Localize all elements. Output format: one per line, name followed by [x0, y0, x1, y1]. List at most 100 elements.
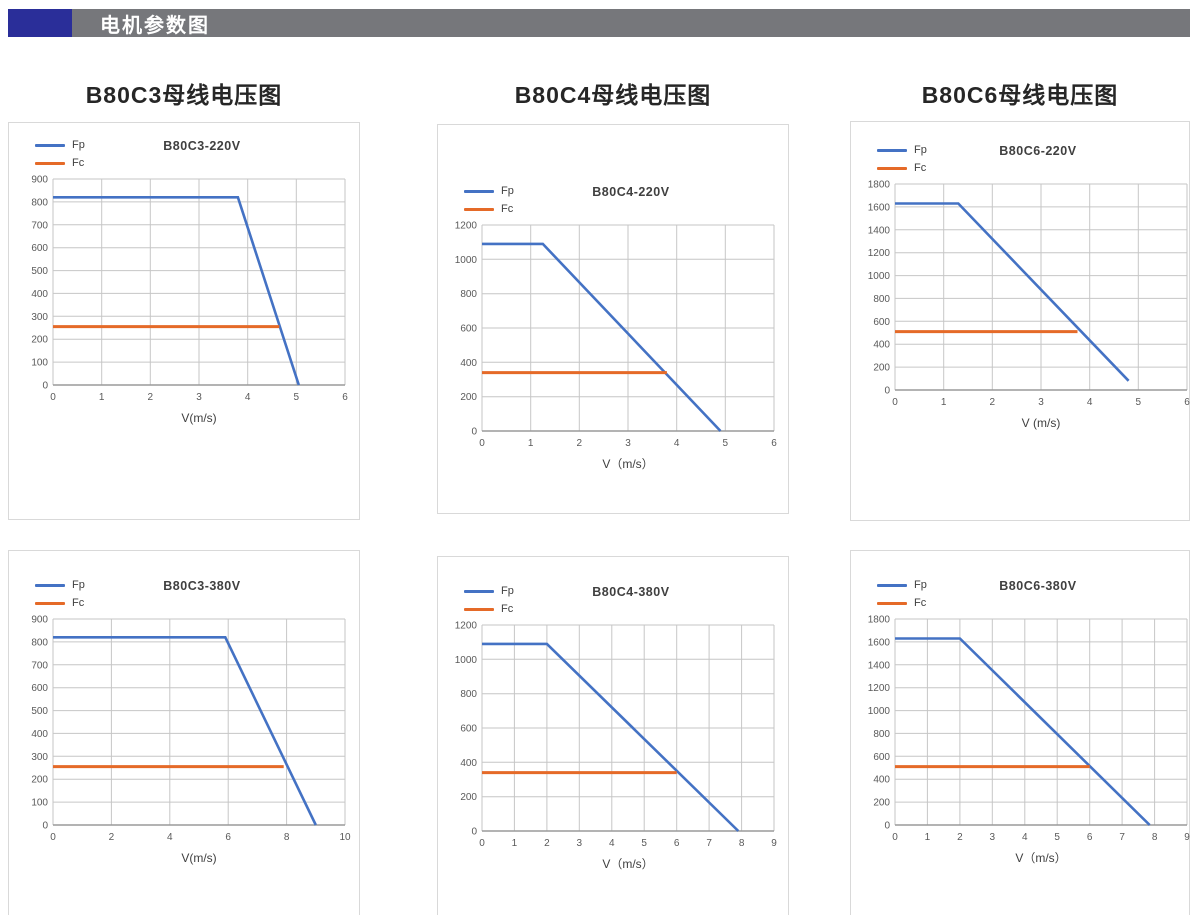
- svg-text:2: 2: [109, 832, 115, 843]
- svg-text:0: 0: [471, 827, 477, 838]
- column-title-b80c4: B80C4母线电压图: [514, 82, 712, 108]
- svg-text:400: 400: [31, 289, 48, 300]
- fc-line-swatch: [464, 207, 494, 211]
- fc-line-swatch: [35, 601, 65, 605]
- svg-text:600: 600: [873, 752, 890, 763]
- svg-text:100: 100: [31, 358, 48, 369]
- plot-area: 0 200 400 600 800 1000 1200 0 1 2 3 4 5 6 V（m/s）: [446, 219, 782, 482]
- legend-item-fc: Fc: [464, 203, 514, 215]
- chart-panel-b80c6-220v: Fp Fc B80C6-220V 0 200 400 600 800 1000 1200 14…: [850, 121, 1190, 521]
- legend-label-fp: Fp: [914, 579, 927, 591]
- section-header-bar: 电机参数图: [72, 9, 1190, 37]
- legend-item-fp: Fp: [35, 579, 85, 591]
- svg-text:2: 2: [577, 438, 583, 449]
- fp-line-swatch: [464, 589, 494, 593]
- svg-text:400: 400: [460, 758, 477, 769]
- legend-item-fp: Fp: [464, 585, 514, 597]
- svg-text:0: 0: [42, 381, 48, 392]
- legend-label-fp: Fp: [72, 579, 85, 591]
- legend-label-fp: Fp: [501, 585, 514, 597]
- legend: Fp Fc: [446, 183, 514, 215]
- svg-text:6: 6: [342, 392, 348, 403]
- svg-text:7: 7: [1119, 832, 1125, 843]
- svg-text:6: 6: [1184, 397, 1190, 408]
- chart-title: B80C3-380V: [163, 579, 241, 593]
- legend-item-fc: Fc: [35, 157, 85, 169]
- legend-label-fc: Fc: [914, 162, 927, 174]
- svg-text:V (m/s): V (m/s): [1022, 416, 1061, 430]
- svg-text:2: 2: [957, 832, 963, 843]
- legend-label-fc: Fc: [501, 603, 514, 615]
- legend-label-fc: Fc: [914, 597, 927, 609]
- fc-line-swatch: [877, 166, 907, 170]
- legend-item-fc: Fc: [877, 597, 927, 609]
- svg-text:V（m/s）: V（m/s）: [602, 857, 653, 871]
- svg-text:200: 200: [31, 775, 48, 786]
- chart-title: B80C4-380V: [592, 585, 670, 599]
- svg-text:6: 6: [225, 832, 231, 843]
- svg-text:800: 800: [873, 294, 890, 305]
- chart-panel-b80c3-380v: Fp Fc B80C3-380V 0 100 200 300 400 500 600 700 8…: [8, 550, 360, 915]
- chart-title: B80C6-220V: [999, 144, 1077, 158]
- chart-header: Fp Fc B80C6-220V: [859, 142, 1183, 174]
- svg-text:5: 5: [641, 838, 647, 849]
- svg-text:800: 800: [31, 197, 48, 208]
- svg-text:3: 3: [625, 438, 631, 449]
- chart-header: Fp Fc B80C3-380V: [17, 577, 353, 609]
- legend-item-fp: Fp: [35, 139, 85, 151]
- legend-label-fc: Fc: [72, 597, 85, 609]
- svg-text:0: 0: [884, 821, 890, 832]
- svg-text:4: 4: [1022, 832, 1028, 843]
- svg-text:1200: 1200: [455, 221, 478, 232]
- svg-text:1200: 1200: [455, 621, 478, 632]
- svg-text:300: 300: [31, 752, 48, 763]
- svg-text:V（m/s）: V（m/s）: [1015, 851, 1066, 865]
- svg-text:100: 100: [31, 798, 48, 809]
- chart-panel-b80c6-380v: Fp Fc B80C6-380V 0 200 400 600 800 1000 1200 14…: [850, 550, 1190, 915]
- fc-line-swatch: [35, 161, 65, 165]
- svg-text:0: 0: [50, 392, 56, 403]
- legend-item-fp: Fp: [877, 579, 927, 591]
- plot-area: 0 100 200 300 400 500 600 700 800 900 0 2 4 6 8 10 V(m/s…: [17, 613, 353, 876]
- plot-area: 0 200 400 600 800 1000 1200 0 1 2 3 4 5 6 7 8 9 V（m/s）: [446, 619, 782, 882]
- chart-title: B80C6-380V: [999, 579, 1077, 593]
- svg-text:1600: 1600: [868, 637, 891, 648]
- svg-text:1000: 1000: [455, 655, 478, 666]
- svg-text:3: 3: [577, 838, 583, 849]
- svg-text:5: 5: [294, 392, 300, 403]
- svg-text:V（m/s）: V（m/s）: [602, 457, 653, 471]
- svg-text:0: 0: [892, 832, 898, 843]
- svg-text:1: 1: [925, 832, 931, 843]
- svg-text:0: 0: [42, 821, 48, 832]
- svg-text:6: 6: [771, 438, 777, 449]
- legend-label-fp: Fp: [501, 185, 514, 197]
- svg-text:2: 2: [990, 397, 996, 408]
- svg-text:6: 6: [1087, 832, 1093, 843]
- plot-area: 0 100 200 300 400 500 600 700 800 900 0 1 2 3 4 5 6 V(m/s…: [17, 173, 353, 436]
- svg-text:600: 600: [31, 683, 48, 694]
- legend-item-fc: Fc: [464, 603, 514, 615]
- legend-item-fc: Fc: [877, 162, 927, 174]
- chart-panel-b80c4-380v: Fp Fc B80C4-380V 0 200 400 600 800 1000 1200 0 1…: [437, 556, 789, 915]
- svg-text:800: 800: [460, 689, 477, 700]
- svg-text:9: 9: [1184, 832, 1190, 843]
- fp-line-swatch: [464, 189, 494, 193]
- legend-label-fp: Fp: [72, 139, 85, 151]
- svg-text:8: 8: [739, 838, 745, 849]
- svg-text:6: 6: [674, 838, 680, 849]
- legend-item-fp: Fp: [877, 144, 927, 156]
- legend-label-fc: Fc: [501, 203, 514, 215]
- svg-text:1: 1: [512, 838, 518, 849]
- svg-text:1200: 1200: [868, 683, 891, 694]
- svg-text:900: 900: [31, 615, 48, 626]
- svg-text:1: 1: [941, 397, 947, 408]
- svg-text:1600: 1600: [868, 202, 891, 213]
- svg-text:900: 900: [31, 175, 48, 186]
- fp-line-swatch: [35, 583, 65, 587]
- svg-text:300: 300: [31, 312, 48, 323]
- svg-text:200: 200: [460, 792, 477, 803]
- svg-text:3: 3: [990, 832, 996, 843]
- svg-text:3: 3: [196, 392, 202, 403]
- legend-label-fc: Fc: [72, 157, 85, 169]
